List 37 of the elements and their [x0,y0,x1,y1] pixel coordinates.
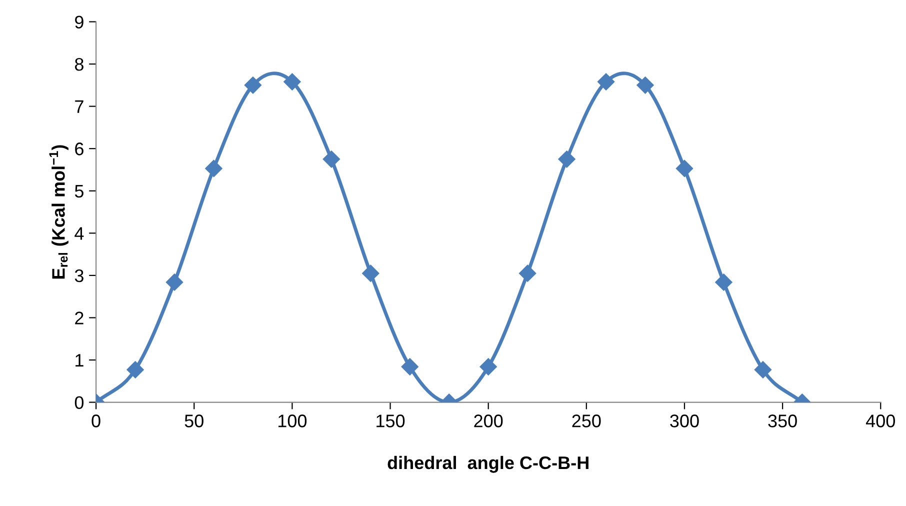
y-tick-label: 6 [75,142,84,156]
y-tick-label: 1 [76,354,84,367]
x-tick-label: 300 [670,414,699,428]
point [754,361,772,378]
y-tick-label: 7 [75,100,84,113]
y-tick-label: 9 [75,16,84,28]
point [401,358,418,376]
x-tick-label: 250 [572,414,601,428]
point [636,76,654,94]
y-tick-label: 3 [74,269,84,282]
y-tick-label: 8 [74,58,84,71]
point [715,274,732,291]
point [166,274,184,291]
x-tick-label: 0 [92,414,100,428]
point [597,73,615,90]
x-tick-label: 200 [474,414,503,428]
point [480,358,497,376]
point [244,76,262,94]
point [676,160,694,178]
point [362,264,380,282]
y-axis-title: E$_{rel}$ (Kcal mol$^{−1}$) [49,145,68,279]
y-tick-label: 5 [74,184,84,198]
point [558,150,576,168]
x-tick-label: 50 [184,414,204,428]
x-tick-label: 100 [278,414,307,428]
x-tick-label: 150 [376,414,405,428]
x-tick-label: 400 [866,414,895,428]
point [205,160,222,178]
point [284,73,301,90]
x-tick-label: 350 [768,414,797,428]
point [322,150,340,168]
y-tick-label: 2 [75,312,84,324]
point [519,264,536,282]
point [126,361,144,378]
y-tick-label: 0 [74,396,84,409]
x-axis-title: dihedral angle C-C-B-H [388,456,588,473]
y-tick-label: 4 [74,227,84,240]
